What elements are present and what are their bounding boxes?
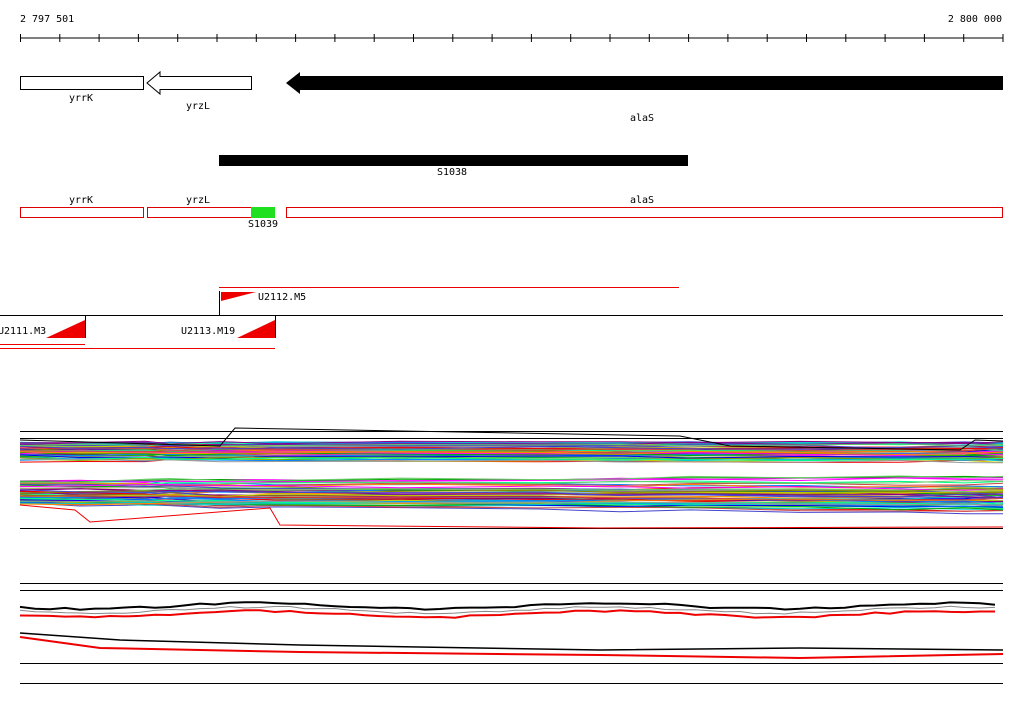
promoter-flag	[237, 320, 275, 338]
region-box	[286, 207, 1003, 218]
expression-line	[19, 477, 1004, 484]
gene-yrzL	[146, 70, 252, 96]
expression-line	[19, 483, 1004, 491]
expression-line	[19, 458, 1004, 464]
expression-line	[19, 500, 1004, 506]
promoter-label: U2113.M19	[181, 326, 235, 337]
expression-line	[19, 632, 1004, 651]
region-label: yrrK	[69, 195, 93, 206]
gene-label: yrzL	[186, 101, 210, 112]
promoter-flag	[221, 292, 256, 301]
highlight-box	[251, 207, 275, 218]
expression-line	[19, 487, 1003, 493]
ruler-end: 2 800 000	[948, 14, 1002, 25]
region-box	[20, 207, 144, 218]
expression-line	[19, 504, 1004, 529]
region-box	[147, 207, 252, 218]
expression-track	[19, 427, 1004, 684]
expression-line	[19, 454, 1004, 459]
gene-alaS	[286, 72, 1003, 94]
expression-line	[19, 450, 1004, 456]
expression-line	[19, 441, 1004, 446]
expression-line	[19, 605, 996, 615]
highlight-label: S1039	[248, 219, 278, 230]
expression-line	[19, 447, 1004, 453]
expression-line	[19, 475, 1004, 483]
gene-label: alaS	[630, 113, 654, 124]
promoter-label: U2112.M5	[258, 292, 306, 303]
expression-line	[19, 495, 1004, 501]
expression-line	[19, 494, 1004, 504]
expression-line	[19, 440, 1004, 445]
ruler-start: 2 797 501	[20, 14, 74, 25]
region-label: yrzL	[186, 195, 210, 206]
expression-line	[19, 490, 1004, 498]
ruler-ticks	[20, 34, 1004, 42]
expression-line	[20, 475, 1004, 482]
promoter-flag	[46, 320, 85, 338]
expression-line	[19, 609, 995, 619]
expression-line	[19, 427, 1004, 451]
region-label: alaS	[630, 195, 654, 206]
expression-line	[19, 601, 996, 611]
expression-line	[19, 501, 1004, 506]
expression-line	[19, 443, 1004, 447]
expression-line	[19, 445, 1004, 450]
expression-line	[19, 501, 1004, 510]
expression-line	[19, 496, 1003, 507]
segment-label: S1038	[437, 167, 467, 178]
promoter-label: U2111.M3	[0, 326, 46, 337]
segment-bar	[219, 155, 688, 166]
gene-label: yrrK	[69, 93, 93, 104]
expression-line	[19, 636, 1004, 660]
gene-yrrK	[20, 76, 144, 90]
expression-line	[19, 489, 1004, 498]
expression-line	[19, 488, 1004, 494]
expression-line	[19, 456, 1004, 462]
